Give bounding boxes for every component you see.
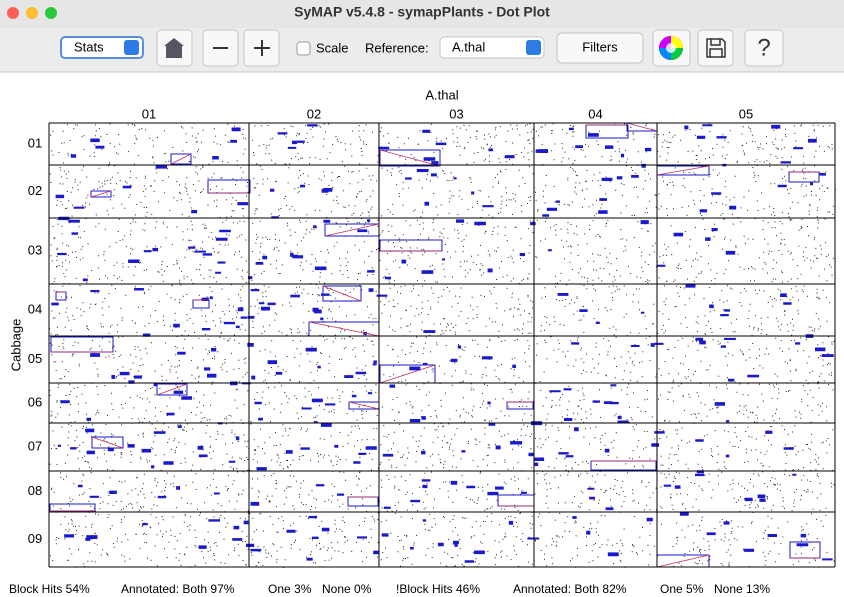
synteny-block xyxy=(50,336,114,353)
dropdown-arrow xyxy=(526,40,541,55)
synteny-diagonal xyxy=(170,153,192,165)
synteny-block xyxy=(590,460,657,471)
reference-dropdown[interactable] xyxy=(439,36,545,59)
column-label: 02 xyxy=(307,106,321,121)
x-axis-title: A.thal xyxy=(425,87,458,102)
home-icon xyxy=(164,38,184,58)
synteny-diagonal xyxy=(308,321,380,337)
synteny-block xyxy=(192,299,210,309)
zoom-button[interactable] xyxy=(45,7,57,19)
synteny-block xyxy=(506,401,534,410)
synteny-diagonal xyxy=(90,190,112,198)
row-label: 07 xyxy=(28,438,42,453)
synteny-block xyxy=(91,436,124,449)
status-item: Annotated: Both 97% xyxy=(121,582,235,596)
close-button[interactable] xyxy=(7,7,19,19)
row-label: 01 xyxy=(28,135,42,150)
synteny-block xyxy=(49,503,96,512)
minus-icon xyxy=(213,47,228,49)
column-label: 03 xyxy=(449,106,463,121)
synteny-block xyxy=(379,239,443,252)
synteny-diagonal xyxy=(322,285,362,302)
synteny-block xyxy=(379,149,441,167)
row-label: 05 xyxy=(28,351,42,366)
synteny-diagonal xyxy=(324,223,380,237)
scale-checkbox[interactable] xyxy=(296,41,311,56)
y-axis-title: Cabbage xyxy=(8,319,23,372)
status-item: !Block Hits 46% xyxy=(396,582,480,596)
row-label: 02 xyxy=(28,183,42,198)
synteny-block xyxy=(55,291,67,301)
synteny-diagonal xyxy=(379,364,436,384)
small-blocks xyxy=(51,124,834,563)
filters-label: Filters xyxy=(582,39,618,54)
synteny-block xyxy=(170,153,192,165)
plus-icon xyxy=(254,40,270,56)
synteny-diagonal xyxy=(156,383,188,396)
help-icon: ? xyxy=(757,34,770,61)
color-wheel xyxy=(659,36,683,60)
status-item: None 13% xyxy=(714,582,770,596)
save-button[interactable] xyxy=(697,29,734,67)
synteny-diagonal xyxy=(91,436,124,449)
synteny-diagonal xyxy=(348,401,380,410)
reference-label: Reference: xyxy=(365,40,429,55)
synteny-block xyxy=(207,179,251,194)
help-button[interactable] xyxy=(744,29,784,67)
synteny-diagonal xyxy=(379,149,441,167)
minimize-button[interactable] xyxy=(26,7,38,19)
hit-dots xyxy=(49,123,836,568)
column-label: 04 xyxy=(588,106,602,121)
column-label: 05 xyxy=(739,106,753,121)
window-title: SyMAP v5.4.8 - symapPlants - Dot Plot xyxy=(294,4,550,20)
save-icon xyxy=(706,38,726,58)
row-label: 08 xyxy=(28,483,42,498)
title-bar xyxy=(0,0,844,28)
row-label: 03 xyxy=(28,242,42,257)
synteny-diagonal xyxy=(656,554,710,568)
dropdown-arrow xyxy=(124,40,139,55)
stats-dropdown[interactable] xyxy=(60,36,144,59)
synteny-block xyxy=(90,190,112,198)
filters-button[interactable] xyxy=(556,32,644,64)
synteny-block xyxy=(156,383,188,396)
scale-label: Scale xyxy=(316,40,349,55)
status-item: None 0% xyxy=(322,582,372,596)
synteny-diagonal xyxy=(626,122,658,132)
status-item: One 5% xyxy=(660,582,704,596)
row-label: 06 xyxy=(28,394,42,409)
status-item: Block Hits 54% xyxy=(9,582,90,596)
synteny-diagonal xyxy=(656,165,710,176)
row-label: 04 xyxy=(28,301,42,316)
synteny-block xyxy=(322,285,362,302)
dot-plot: 01 02 03 04 05 01 02 03 04 05 06 07 08 09 xyxy=(28,106,836,568)
synteny-block xyxy=(497,494,535,507)
reference-value: A.thal xyxy=(452,39,485,54)
column-label: 01 xyxy=(142,106,156,121)
status-item: Annotated: Both 82% xyxy=(513,582,627,596)
stats-label: Stats xyxy=(74,39,104,54)
status-item: One 3% xyxy=(268,582,312,596)
row-label: 09 xyxy=(28,531,42,546)
status-bar: Block Hits 54% Annotated: Both 97% One 3% N… xyxy=(9,582,770,596)
